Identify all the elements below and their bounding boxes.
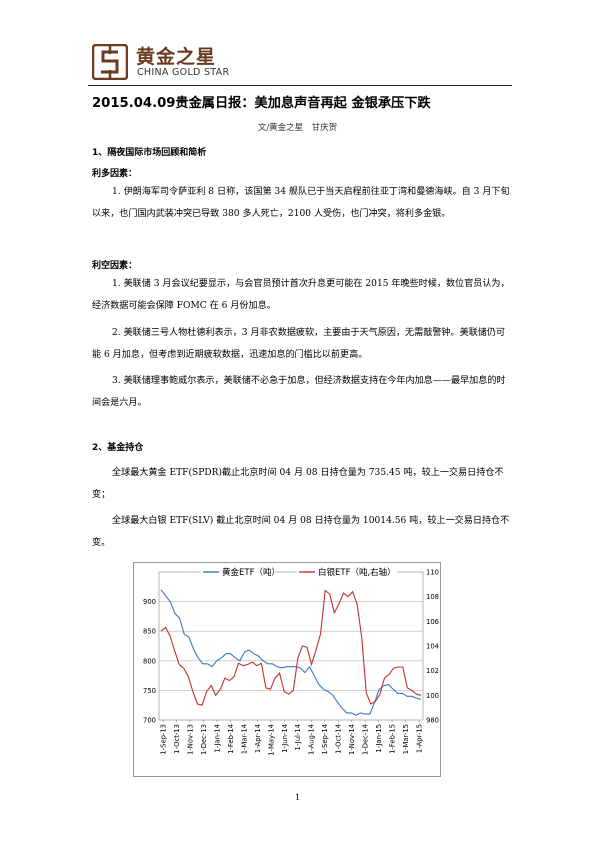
x-tick-label: 1-Jan-14 — [213, 724, 221, 753]
legend-silver-label: 白银ETF（吨,右轴） — [318, 567, 396, 578]
brand-name-cn: 黄金之星 — [136, 46, 217, 68]
bull-point-1: 1. 伊朗海军司令萨亚利 8 日称，该国第 34 舰队已于当天启程前往亚丁湾和曼… — [92, 187, 510, 219]
brand-name-en: CHINA GOLD STAR — [137, 67, 230, 78]
legend-bg — [201, 566, 275, 578]
bull-heading: 利多因素： — [92, 169, 138, 179]
bear-heading: 利空因素： — [92, 261, 138, 271]
x-tick-label: 1-Sep-14 — [321, 724, 329, 755]
y-right-tick-label: 10000 — [426, 692, 439, 700]
page-number: 1 — [294, 793, 301, 802]
x-tick-label: 1-Apr-15 — [416, 724, 424, 753]
fund-gold-etf: 全球最大黄金 ETF(SPDR)截止北京时间 04 月 08 日持仓量为 735… — [92, 468, 504, 500]
x-tick-label: 1-Aug-14 — [308, 724, 316, 755]
x-tick-label: 1-Mar-15 — [402, 724, 410, 754]
x-tick-label: 1-Mar-14 — [240, 724, 248, 754]
x-tick-label: 1-Jan-15 — [375, 724, 383, 753]
y-left-tick-label: 850 — [143, 628, 156, 636]
x-tick-label: 1-Dec-14 — [362, 724, 370, 755]
bear-point-1: 1. 美联储 3 月会议纪要显示，与会官员预计首次升息更可能在 2015 年晚些… — [92, 279, 510, 311]
y-left-tick-label: 900 — [143, 598, 156, 606]
bear-point-3: 3. 美联储理事鲍威尔表示，美联储不必急于加息，但经济数据支持在今年内加息——最… — [92, 376, 506, 408]
legend-gold-label: 黄金ETF（吨） — [222, 567, 280, 578]
silver-etf-line — [160, 589, 422, 706]
y-right-tick-label: 10600 — [426, 618, 439, 626]
x-tick-label: 1-Feb-14 — [227, 724, 235, 754]
logo-icon — [92, 44, 128, 80]
chart-frame — [133, 562, 441, 777]
x-tick-label: 1-Oct-13 — [173, 724, 181, 754]
x-tick-label: 1-Jun-14 — [281, 724, 289, 753]
x-tick-label: 1-Nov-13 — [186, 724, 194, 755]
y-right-tick-label: 10200 — [426, 667, 439, 675]
x-tick-label: 1-May-14 — [267, 724, 275, 756]
y-right-tick-label: 9800 — [426, 717, 439, 725]
y-left-tick-label: 800 — [143, 657, 156, 665]
x-tick-label: 1-Apr-14 — [254, 724, 262, 753]
legend-bg — [297, 566, 397, 578]
article-title: 2015.04.09贵金属日报：美加息声音再起 金银承压下跌 — [92, 96, 431, 111]
fund-silver-etf: 全球最大白银 ETF(SLV) 截止北京时间 04 月 08 日持仓量为 100… — [92, 516, 510, 548]
y-right-tick-label: 10800 — [426, 593, 439, 601]
x-tick-label: 1-Jul-14 — [294, 724, 302, 750]
bear-point-2: 2. 美联储三号人物杜德利表示，3 月非农数据疲软，主要由于天气原因，无需敲警钟… — [92, 328, 506, 360]
header-rule — [88, 85, 512, 86]
x-tick-label: 1-Oct-14 — [335, 724, 343, 754]
article-byline: 文/黄金之星 甘庆贺 — [257, 123, 338, 133]
plot-area — [158, 571, 424, 721]
x-tick-label: 1-Sep-13 — [160, 724, 168, 755]
y-right-tick-label: 11000 — [426, 569, 439, 577]
section1-title: 1、隔夜国际市场回顾和简析 — [92, 148, 207, 158]
x-tick-label: 1-Dec-13 — [200, 724, 208, 755]
y-left-tick-label: 700 — [143, 717, 156, 725]
y-left-tick-label: 750 — [143, 687, 156, 695]
y-right-tick-label: 10400 — [426, 643, 439, 651]
section2-title: 2、基金持仓 — [92, 443, 144, 453]
x-tick-label: 1-Feb-15 — [389, 724, 397, 754]
gold-etf-line — [160, 589, 422, 716]
x-tick-label: 1-Nov-14 — [348, 724, 356, 755]
etf-holdings-chart: 700 750 800 850 900 9800 10000 10200 10400 10600 1… — [143, 566, 439, 756]
